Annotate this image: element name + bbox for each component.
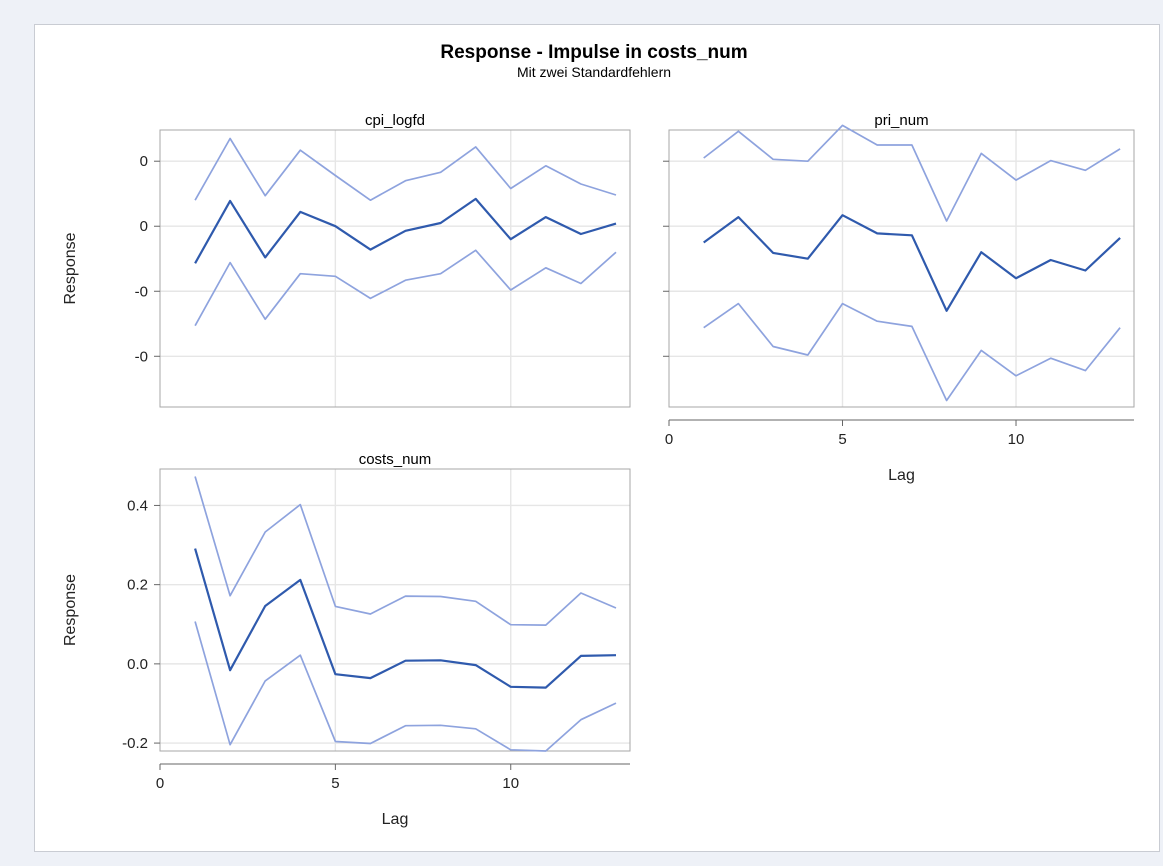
series-line-upper	[194, 137, 617, 202]
panel-costs_num: costs_num 0.4 0.2 0.0 -0.2 0 5 10 Lag Response	[62, 451, 631, 828]
x-tick-label: 10	[502, 775, 519, 792]
plot-frame	[668, 129, 1135, 408]
x-axis-label: Lag	[382, 811, 409, 828]
series-line-lower	[194, 249, 617, 327]
chart-title: Response - Impulse in costs_num	[440, 42, 747, 63]
y-axis-label: Response	[62, 574, 79, 646]
y-tick-label: 0	[140, 218, 148, 235]
series-line-lower	[703, 302, 1121, 402]
plot-frame	[159, 468, 631, 752]
panel-title: pri_num	[874, 112, 928, 129]
y-tick-label: -0.2	[122, 735, 148, 752]
series-line-response	[703, 214, 1121, 312]
series-line-lower	[194, 621, 617, 752]
y-tick-label: 0.0	[127, 656, 148, 673]
series-line-upper	[194, 476, 617, 626]
y-axis-label: Response	[62, 232, 79, 304]
series-line-upper	[703, 124, 1121, 222]
x-tick-label: 0	[156, 775, 164, 792]
series-line-response	[194, 548, 617, 689]
x-tick-label: 10	[1008, 431, 1025, 448]
y-tick-label: 0.4	[127, 497, 148, 514]
y-tick-label: -0	[135, 348, 148, 365]
x-tick-label: 5	[331, 775, 339, 792]
x-tick-label: 0	[665, 431, 673, 448]
y-tick-label: -0	[135, 283, 148, 300]
y-tick-label: 0.2	[127, 577, 148, 594]
chart-subtitle: Mit zwei Standardfehlern	[517, 64, 671, 80]
plot-frame	[159, 129, 631, 408]
x-axis-label: Lag	[888, 467, 915, 484]
chart-frame: Response - Impulse in costs_num Mit zwei…	[34, 24, 1160, 852]
panel-title: costs_num	[359, 451, 432, 468]
x-tick-label: 5	[838, 431, 846, 448]
panel-pri_num: pri_num 0 5 10 Lag	[663, 112, 1135, 484]
panel-title: cpi_logfd	[365, 112, 425, 129]
series-line-response	[194, 197, 617, 264]
panel-cpi_logfd: cpi_logfd 0 0 -0 -0 Response	[62, 112, 631, 408]
impulse-response-chart: Response - Impulse in costs_num Mit zwei…	[62, 42, 1135, 828]
y-tick-label: 0	[140, 153, 148, 170]
